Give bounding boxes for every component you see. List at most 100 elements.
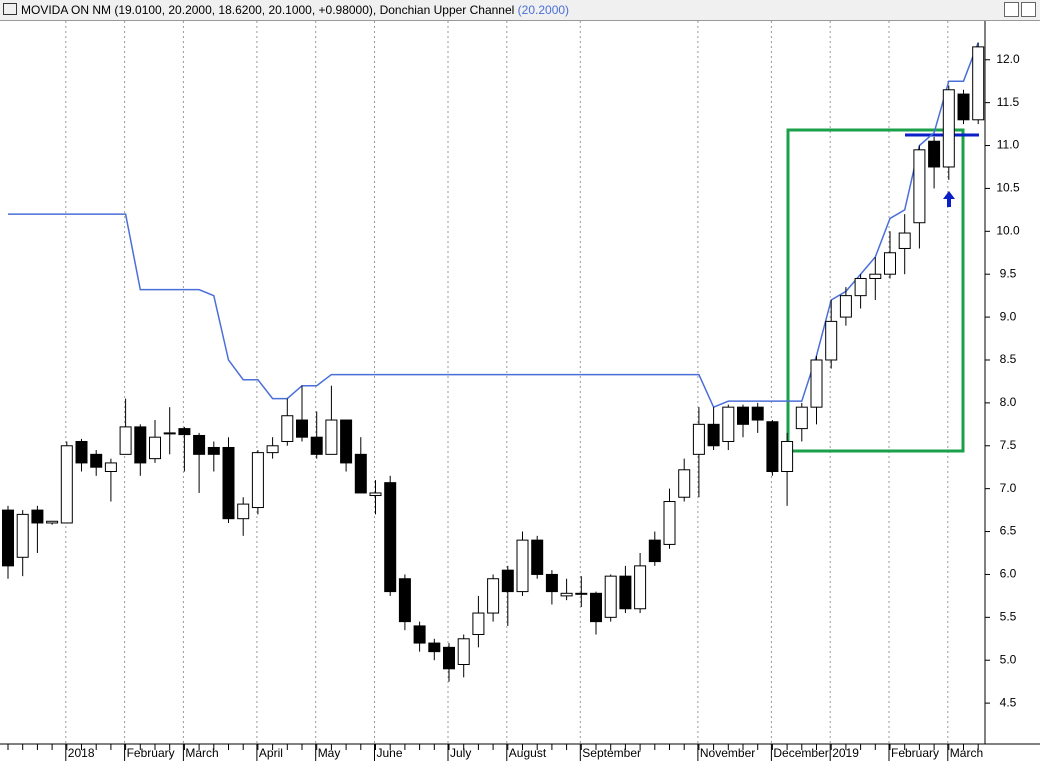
highlight-box: [786, 128, 965, 453]
candle-body: [957, 93, 970, 121]
candle-body: [737, 406, 749, 425]
candle-body: [325, 419, 338, 455]
x-tick-label: November: [700, 746, 755, 760]
candle-body: [428, 642, 441, 653]
candle-body: [207, 446, 220, 455]
candle-body: [751, 406, 764, 421]
y-tick-label: 6.5: [1000, 524, 1017, 538]
candle-body: [149, 436, 161, 460]
x-tick-label: April: [259, 746, 283, 760]
candle-body: [619, 575, 632, 610]
title-bar: MOVIDA ON NM (19.0100, 20.2000, 18.6200,…: [0, 0, 1040, 21]
candle-body: [472, 612, 485, 635]
candle-body: [443, 646, 455, 670]
candle-body: [942, 89, 955, 168]
candle-body: [913, 149, 926, 224]
y-tick-label: 7.0: [1000, 481, 1017, 495]
candle-body: [531, 539, 544, 575]
candle-body: [898, 232, 911, 249]
x-tick-label: February: [891, 746, 939, 760]
y-tick-label: 9.5: [1000, 266, 1017, 280]
y-tick-label: 7.5: [1000, 438, 1017, 452]
y-tick-label: 10.0: [996, 223, 1020, 237]
candle-body: [575, 592, 588, 595]
y-tick-label: 10.5: [996, 181, 1020, 195]
candle-body: [692, 423, 705, 455]
candle-body: [134, 426, 147, 464]
window-icon: [3, 3, 17, 15]
candle-body: [678, 469, 691, 498]
candle-body: [296, 419, 308, 438]
x-tick-label: May: [318, 746, 341, 760]
candle-body: [501, 569, 514, 593]
candle-body: [46, 520, 59, 524]
y-tick-label: 6.0: [1000, 567, 1017, 581]
candle-body: [281, 415, 294, 442]
chart: 4.5 5.0 5.5 6.0 6.5 7.0 7.5 8.0 8.5 9.0 9.5 10.0 10.…: [0, 21, 1040, 761]
x-tick-label: June: [377, 746, 403, 760]
candle-body: [487, 578, 500, 614]
window-buttons: [1002, 2, 1036, 23]
candle-body: [663, 501, 676, 545]
candle-body: [178, 428, 191, 436]
candle-body: [384, 482, 397, 593]
y-tick-label: 9.0: [1000, 309, 1017, 323]
x-tick-label: 2019: [832, 746, 859, 760]
candle-body: [75, 440, 88, 464]
x-tick-label: 2018: [68, 746, 95, 760]
candle-body: [795, 406, 808, 430]
y-tick-label: 8.5: [1000, 352, 1017, 366]
candle-body: [163, 432, 176, 435]
y-tick-label: 5.5: [1000, 610, 1017, 624]
candle-body: [16, 513, 29, 558]
candle-body: [310, 436, 323, 455]
candle-body: [266, 445, 279, 454]
y-tick-label: 11.5: [997, 95, 1020, 109]
candle-body: [560, 592, 573, 597]
x-tick-label: December: [773, 746, 828, 760]
candle-body: [972, 46, 985, 121]
candle-body: [854, 277, 867, 297]
candle-body: [31, 509, 44, 524]
candle-body: [457, 638, 470, 666]
candle-body: [193, 434, 206, 455]
x-tick-label: March: [950, 746, 983, 760]
candle-body: [869, 273, 882, 279]
y-tick-label: 12.0: [996, 52, 1020, 66]
indicator-value: (20.2000): [517, 3, 570, 17]
x-tick-label: July: [450, 746, 471, 760]
candle-body: [648, 539, 661, 563]
candle-body: [237, 503, 250, 520]
candle-body: [369, 492, 382, 497]
y-tick-label: 4.5: [1000, 695, 1017, 709]
candle-body: [413, 625, 426, 644]
candle-body: [634, 565, 647, 610]
candle-body: [928, 140, 941, 168]
x-tick-label: September: [582, 746, 641, 760]
x-tick-label: February: [127, 746, 175, 760]
candle-body: [825, 320, 838, 361]
candle-body: [516, 539, 529, 593]
candle-body: [839, 295, 852, 318]
candle-body: [884, 252, 896, 275]
candle-body: [781, 440, 794, 473]
candle-body: [604, 575, 617, 618]
candle-body: [119, 426, 132, 455]
candle-body: [766, 421, 779, 473]
candle-body: [810, 359, 823, 408]
candle-body: [590, 592, 602, 623]
candle-body: [398, 578, 411, 623]
breakout-arrow: [943, 191, 955, 207]
candle-body: [60, 445, 73, 524]
candle-body: [222, 446, 235, 520]
y-tick-label: 5.0: [1000, 652, 1017, 666]
candle-body: [707, 423, 720, 447]
restore-button[interactable]: [1004, 2, 1019, 17]
x-tick-label: August: [509, 746, 547, 760]
x-tick-label: March: [185, 746, 218, 760]
candle-body: [2, 509, 14, 567]
candle-body: [722, 406, 735, 442]
y-tick-label: 8.0: [1000, 395, 1017, 409]
close-button[interactable]: [1021, 2, 1036, 17]
